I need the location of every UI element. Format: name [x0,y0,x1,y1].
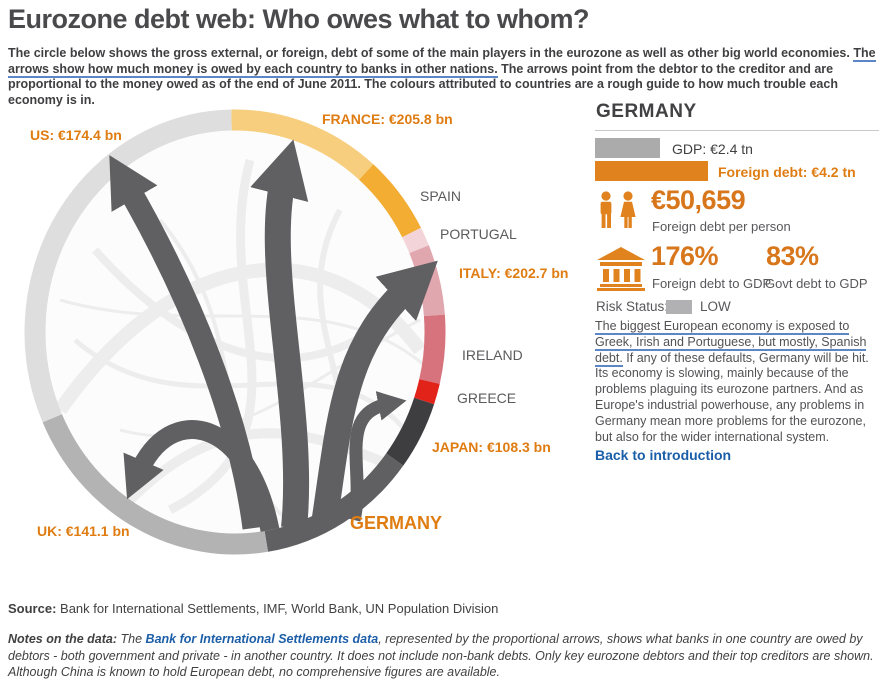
ring-segment-us[interactable] [24,109,232,423]
panel-divider [595,130,879,131]
description-underlined-link[interactable]: The biggest European economy is exposed … [595,319,867,367]
label-japan[interactable]: JAPAN: €108.3 bn [432,439,551,455]
govt-debt-to-gdp-label: Govt debt to GDP [765,276,868,291]
label-spain[interactable]: SPAIN [420,188,461,204]
source-text: Bank for International Settlements, IMF,… [56,601,499,616]
ring-segment-france[interactable] [231,109,374,180]
notes-text-pre: The [117,632,146,646]
bank-icon [597,247,645,291]
label-germany-selected[interactable]: GERMANY [350,513,443,533]
label-portugal[interactable]: PORTUGAL [440,226,517,242]
label-italy[interactable]: ITALY: €202.7 bn [459,265,569,281]
label-greece[interactable]: GREECE [457,390,517,406]
debt-arrow-germany-to-italy [311,260,438,526]
foreign-debt-label: Foreign debt: €4.2 tn [718,164,856,180]
panel-country-title: GERMANY [596,101,697,122]
intro-underlined-link[interactable]: The arrows show how much money is owed b… [8,46,876,78]
foreign-debt-bar [595,161,708,181]
label-us[interactable]: US: €174.4 bn [30,127,122,143]
bis-data-link[interactable]: Bank for International Settlements data [145,632,379,646]
intro-text-pre: The circle below shows the gross externa… [8,46,854,60]
country-description: The biggest European economy is exposed … [595,319,883,445]
ring-segment-greece[interactable] [414,379,440,405]
risk-status-label: Risk Status: [596,299,669,314]
govt-debt-to-gdp-value: 83% [766,241,819,271]
description-rest: If any of these defaults, Germany will b… [595,350,869,444]
gdp-label: GDP: €2.4 tn [672,141,753,157]
notes-text-post: , represented by the proportional arrows… [8,632,874,679]
debt-arrow-germany-to-japan [347,391,407,522]
page-title: Eurozone debt web: Who owes what to whom… [8,4,589,34]
intro-text-post: The arrows point from the debtor to the … [8,61,838,107]
foreign-debt-per-person-label: Foreign debt per person [652,219,791,234]
intro-paragraph: The circle below shows the gross externa… [8,46,887,108]
label-france[interactable]: FRANCE: €205.8 bn [322,111,453,127]
label-ireland[interactable]: IRELAND [462,347,523,363]
risk-status-swatch [666,300,692,314]
debt-arrow-germany-to-uk [123,420,280,532]
foreign-debt-to-gdp-value: 176% [651,241,719,271]
ring-segment-japan[interactable] [386,397,435,466]
label-uk[interactable]: UK: €141.1 bn [37,523,130,539]
debt-arrow-germany-to-france [250,139,310,530]
source-label: Source: [8,601,57,616]
source-line: Source: Bank for International Settlemen… [8,601,498,616]
debt-web-chart [24,109,446,555]
foreign-debt-to-gdp-label: Foreign debt to GDP [652,276,772,291]
notes-paragraph: Notes on the data: The Bank for Internat… [8,631,887,681]
people-icon [600,191,636,228]
notes-label: Notes on the data: [8,632,118,646]
ring-segment-portugal[interactable] [402,227,429,254]
ring-segment-uk[interactable] [42,414,269,555]
back-to-introduction-link[interactable]: Back to introduction [595,447,732,463]
ring-segment-spain[interactable] [358,164,421,238]
gdp-bar [595,138,660,158]
ring-segment-ireland[interactable] [419,314,446,384]
foreign-debt-per-person-value: €50,659 [651,185,746,215]
risk-status-value: LOW [700,299,731,314]
